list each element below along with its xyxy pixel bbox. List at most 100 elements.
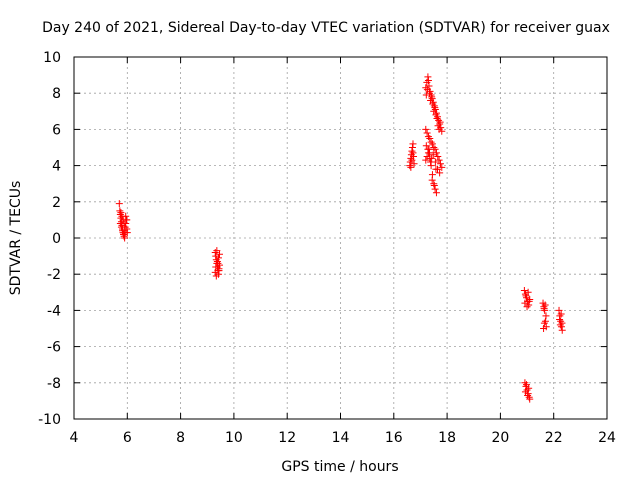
data-point	[558, 319, 566, 327]
y-tick-label: -8	[47, 376, 61, 392]
data-point	[540, 305, 548, 313]
data-point	[431, 185, 439, 193]
data-point	[432, 111, 440, 119]
data-point	[424, 149, 432, 157]
plot-frame	[73, 56, 608, 420]
data-point	[426, 134, 434, 142]
data-point	[121, 234, 129, 242]
data-point	[422, 91, 430, 99]
data-point	[422, 125, 430, 133]
y-tick-label: 2	[52, 195, 61, 211]
data-point	[425, 145, 433, 153]
data-point	[422, 142, 430, 150]
data-point	[521, 379, 529, 387]
data-point	[424, 133, 432, 141]
data-point	[558, 326, 566, 334]
x-tick-label: 22	[545, 430, 563, 446]
data-point	[430, 144, 438, 151]
data-point	[520, 286, 528, 294]
y-tick-label: 6	[52, 122, 61, 138]
data-point	[426, 154, 434, 162]
data-point	[557, 310, 565, 318]
data-point	[541, 306, 549, 314]
data-point	[215, 267, 223, 275]
y-tick-label: 0	[52, 231, 61, 247]
data-point	[211, 268, 219, 276]
data-point	[426, 89, 434, 97]
data-point	[428, 176, 436, 184]
data-point	[117, 209, 125, 217]
data-point	[436, 160, 444, 168]
data-point	[425, 82, 433, 90]
data-point	[523, 381, 531, 389]
data-point	[406, 158, 414, 166]
data-point	[525, 297, 533, 305]
data-point	[431, 105, 439, 113]
data-point	[430, 180, 438, 188]
data-point	[541, 317, 549, 325]
data-point	[212, 263, 220, 271]
data-point	[432, 149, 440, 157]
data-point	[521, 388, 529, 396]
data-point	[120, 232, 128, 240]
x-tick-label: 16	[385, 430, 403, 446]
data-point	[432, 189, 440, 197]
grid-lines	[74, 57, 607, 419]
data-point	[409, 149, 417, 157]
y-axis-label: SDTVAR / TECUs	[8, 181, 24, 296]
data-point	[427, 158, 435, 166]
data-point	[430, 182, 438, 190]
data-point	[427, 138, 435, 146]
data-point	[123, 225, 131, 233]
data-point	[423, 86, 431, 94]
data-point	[526, 296, 534, 304]
data-point	[117, 223, 125, 231]
y-tick-label: 8	[52, 86, 61, 102]
data-point	[436, 120, 444, 128]
data-point	[214, 254, 222, 262]
data-point	[410, 160, 418, 168]
data-point	[435, 125, 443, 133]
data-point	[213, 247, 221, 255]
x-tick-label: 20	[491, 430, 509, 446]
data-point	[433, 115, 441, 123]
data-point	[436, 118, 444, 126]
data-point	[524, 391, 532, 399]
data-point	[431, 145, 439, 153]
data-point	[556, 315, 564, 323]
y-tick-label: -4	[47, 303, 61, 319]
data-point	[430, 107, 438, 115]
data-point	[409, 140, 417, 148]
x-tick-label: 10	[225, 430, 243, 446]
data-point	[556, 321, 564, 329]
data-point	[120, 230, 128, 238]
data-point	[116, 207, 124, 215]
y-tick-label: 4	[52, 159, 61, 175]
data-points	[115, 73, 566, 403]
data-point	[434, 122, 442, 130]
data-point	[428, 93, 436, 101]
data-point	[212, 272, 220, 280]
data-point	[423, 129, 431, 137]
y-tick-label: -6	[47, 340, 61, 356]
data-point	[435, 116, 443, 124]
data-point	[407, 163, 415, 171]
data-point	[428, 95, 436, 103]
data-point	[429, 100, 437, 108]
data-point	[435, 156, 443, 164]
data-point	[436, 169, 444, 177]
x-tick-label: 24	[598, 430, 616, 446]
data-point	[434, 113, 442, 121]
data-point	[430, 102, 438, 110]
data-point	[423, 78, 431, 86]
data-point	[424, 73, 432, 81]
x-tick-label: 8	[176, 430, 185, 446]
data-point	[216, 250, 224, 258]
data-point	[438, 163, 446, 171]
data-point	[410, 153, 418, 161]
y-tick-label: -2	[47, 267, 61, 283]
data-point	[422, 156, 430, 164]
data-point	[119, 216, 127, 224]
data-point	[121, 229, 129, 237]
